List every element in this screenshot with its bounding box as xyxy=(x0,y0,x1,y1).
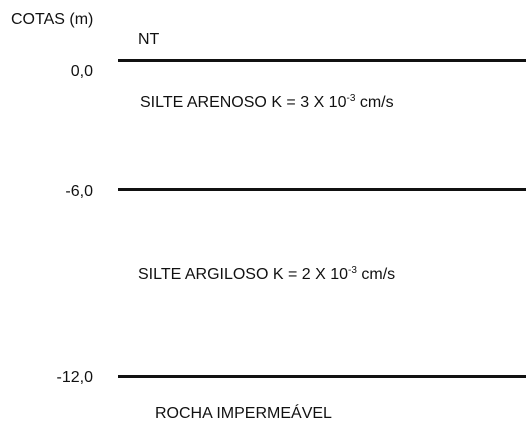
permeability-prefix: K = 3 X 10 xyxy=(271,94,347,111)
permeability-exponent: -3 xyxy=(346,93,356,104)
layer-label-silte-arenoso: SILTE ARENOSO K = 3 X 10-3 cm/s xyxy=(140,93,394,111)
axis-title: COTAS (m) xyxy=(11,11,94,28)
elevation-label-minus-6: -6,0 xyxy=(65,183,93,200)
bedrock-label: ROCHA IMPERMEÁVEL xyxy=(155,405,332,422)
permeability-unit: cm/s xyxy=(361,266,396,283)
permeability-prefix: K = 2 X 10 xyxy=(272,266,349,283)
layer-name: SILTE ARGILOSO xyxy=(138,266,269,283)
layer-label-silte-argiloso: SILTE ARGILOSO K = 2 X 10-3 cm/s xyxy=(138,265,396,283)
elevation-label-0: 0,0 xyxy=(70,63,93,80)
elevation-label-minus-12: -12,0 xyxy=(56,369,93,386)
permeability-unit: cm/s xyxy=(359,94,394,111)
permeability-exponent: -3 xyxy=(348,265,357,276)
bedrock-boundary-line xyxy=(118,375,526,378)
ground-surface-line xyxy=(118,59,526,62)
layer-name: SILTE ARENOSO xyxy=(140,94,267,111)
layer-boundary-line xyxy=(118,188,526,191)
water-table-label: NT xyxy=(138,31,160,48)
